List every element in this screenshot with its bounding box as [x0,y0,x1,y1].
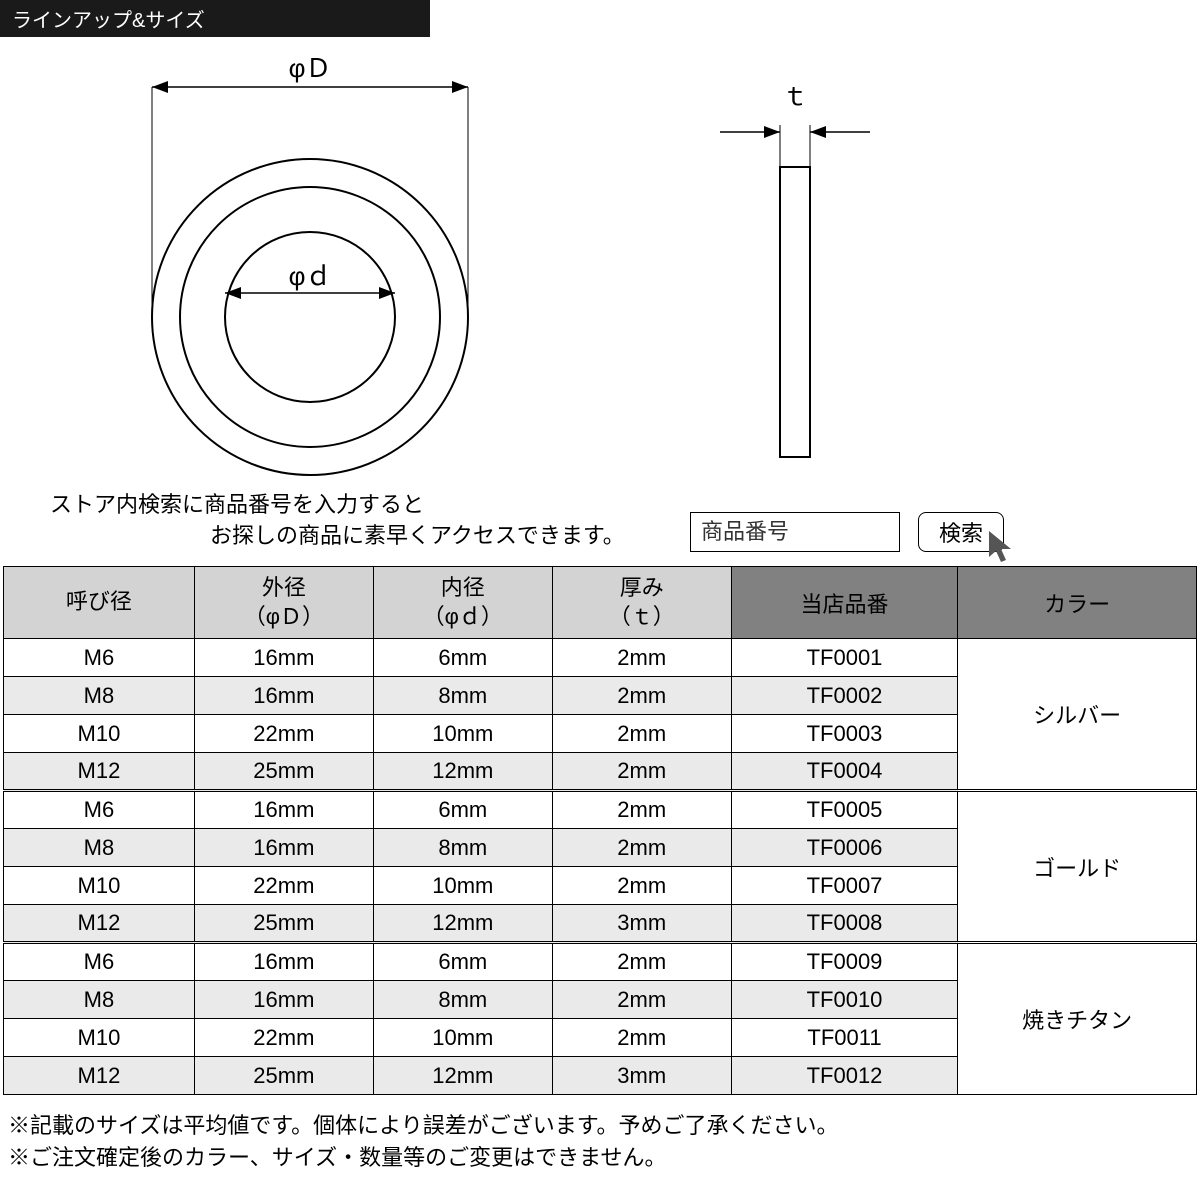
table-cell: 2mm [552,981,731,1019]
table-header: 当店品番 [731,567,958,639]
color-cell: シルバー [958,639,1197,791]
table-cell: 6mm [373,791,552,829]
table-cell: 12mm [373,753,552,791]
table-row: M616mm6mm2mmTF0001シルバー [4,639,1197,677]
search-button-label: 検索 [939,516,983,548]
table-cell: 2mm [552,715,731,753]
table-cell: 12mm [373,905,552,943]
search-button[interactable]: 検索 [918,512,1004,552]
product-number-input[interactable] [690,512,900,552]
table-cell: TF0003 [731,715,958,753]
table-cell: 25mm [194,1057,373,1095]
search-instruction-line2: お探しの商品に素早くアクセスできます。 [50,521,690,552]
inner-diam-label: φｄ [289,261,332,291]
diagram-area: φＤ φｄ ｔ [0,47,1200,517]
table-cell: 12mm [373,1057,552,1095]
table-cell: 2mm [552,677,731,715]
table-cell: 10mm [373,715,552,753]
table-cell: 2mm [552,829,731,867]
section-header: ラインアップ&サイズ [0,0,430,37]
table-cell: 22mm [194,1019,373,1057]
color-cell: 焼きチタン [958,943,1197,1095]
cursor-icon [985,529,1021,565]
table-cell: 8mm [373,981,552,1019]
table-row: M616mm6mm2mmTF0005ゴールド [4,791,1197,829]
table-cell: TF0001 [731,639,958,677]
table-cell: M6 [4,943,195,981]
table-cell: 2mm [552,943,731,981]
table-cell: 16mm [194,677,373,715]
side-view-diagram: ｔ [680,77,980,477]
table-header: カラー [958,567,1197,639]
outer-diam-label: φＤ [289,53,332,83]
table-cell: 10mm [373,867,552,905]
table-cell: 25mm [194,905,373,943]
table-cell: TF0009 [731,943,958,981]
table-cell: TF0005 [731,791,958,829]
table-cell: 6mm [373,639,552,677]
table-cell: M6 [4,639,195,677]
table-cell: M8 [4,677,195,715]
table-cell: M12 [4,1057,195,1095]
table-cell: 16mm [194,829,373,867]
table-cell: TF0012 [731,1057,958,1095]
table-row: M616mm6mm2mmTF0009焼きチタン [4,943,1197,981]
table-header: 呼び径 [4,567,195,639]
thickness-label: ｔ [782,81,808,111]
table-cell: 2mm [552,753,731,791]
table-cell: M12 [4,753,195,791]
table-cell: TF0008 [731,905,958,943]
spec-table: 呼び径外径（φＤ）内径（φｄ）厚み（ｔ）当店品番カラー M616mm6mm2mm… [3,566,1197,1095]
table-cell: 16mm [194,791,373,829]
table-cell: M12 [4,905,195,943]
table-cell: 8mm [373,677,552,715]
footnote-line2: ※ご注文確定後のカラー、サイズ・数量等のご変更はできません。 [8,1142,839,1174]
table-cell: 3mm [552,1057,731,1095]
table-header: 外径（φＤ） [194,567,373,639]
table-cell: 3mm [552,905,731,943]
table-cell: M10 [4,867,195,905]
table-cell: M6 [4,791,195,829]
table-cell: 6mm [373,943,552,981]
search-row: ストア内検索に商品番号を入力すると お探しの商品に素早くアクセスできます。 検索 [50,490,1180,552]
search-instruction-line1: ストア内検索に商品番号を入力すると [50,490,690,521]
table-cell: 22mm [194,867,373,905]
table-cell: 10mm [373,1019,552,1057]
table-cell: TF0004 [731,753,958,791]
table-cell: 16mm [194,981,373,1019]
table-cell: M8 [4,829,195,867]
table-cell: 16mm [194,943,373,981]
table-cell: TF0011 [731,1019,958,1057]
footnote-line1: ※記載のサイズは平均値です。個体により誤差がございます。予めご了承ください。 [8,1110,839,1142]
table-header: 厚み（ｔ） [552,567,731,639]
table-cell: 2mm [552,1019,731,1057]
color-cell: ゴールド [958,791,1197,943]
size-table: 呼び径外径（φＤ）内径（φｄ）厚み（ｔ）当店品番カラー M616mm6mm2mm… [3,566,1197,1095]
table-cell: 22mm [194,715,373,753]
table-cell: M8 [4,981,195,1019]
table-cell: TF0010 [731,981,958,1019]
search-instruction: ストア内検索に商品番号を入力すると お探しの商品に素早くアクセスできます。 [50,490,690,552]
table-cell: 16mm [194,639,373,677]
table-cell: TF0006 [731,829,958,867]
table-header: 内径（φｄ） [373,567,552,639]
table-cell: TF0007 [731,867,958,905]
table-cell: 25mm [194,753,373,791]
table-cell: 2mm [552,867,731,905]
table-cell: 2mm [552,639,731,677]
front-view-diagram: φＤ φｄ [60,47,560,507]
table-cell: M10 [4,1019,195,1057]
table-cell: TF0002 [731,677,958,715]
footnote: ※記載のサイズは平均値です。個体により誤差がございます。予めご了承ください。 ※… [8,1110,839,1174]
table-cell: 2mm [552,791,731,829]
table-cell: 8mm [373,829,552,867]
table-cell: M10 [4,715,195,753]
